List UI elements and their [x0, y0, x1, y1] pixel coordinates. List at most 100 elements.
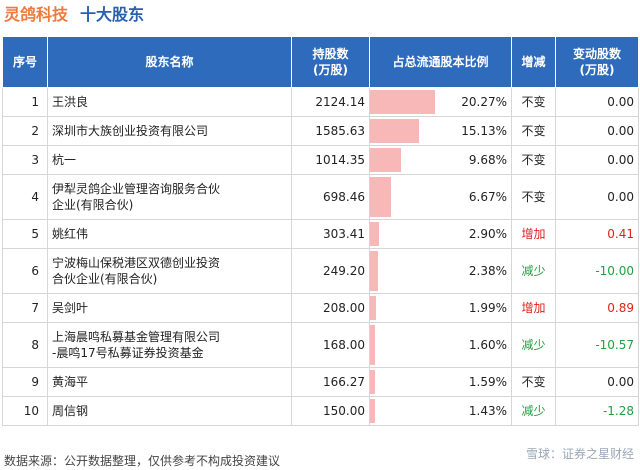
brand-watermark: 雪球：证券之星财经 — [525, 447, 634, 461]
ratio-value: 1.99% — [468, 301, 507, 315]
data-source-note: 数据来源：公开数据整理，仅供参考不构成投资建议 — [4, 454, 281, 468]
ratio-cell: 9.68% — [369, 145, 512, 175]
shareholder-name-cell: 上海晨鸣私募基金管理有限公司 -晨鸣17号私募证券投资基金 — [47, 322, 292, 368]
company-name: 灵鸽科技 — [4, 5, 69, 24]
change-status: 不变 — [511, 367, 556, 397]
ratio-cell: 1.59% — [369, 367, 512, 397]
ratio-value: 15.13% — [461, 124, 507, 138]
shareholder-name-cell: 伊犁灵鸽企业管理咨询服务合伙 企业(有限合伙) — [47, 174, 292, 220]
table-row: 10 周信钢 150.00 1.43% 减少 -1.28 — [2, 396, 639, 426]
header-change-shares: 变动股数 (万股) — [555, 36, 639, 88]
change-shares: -10.57 — [555, 322, 639, 368]
shareholder-name-cell: 姚红伟 — [47, 219, 292, 249]
top-shareholders-table: 序号 股东名称 持股数 (万股) 占总流通股本比例 增减 变动股数 (万股) 1 王洪… — [2, 36, 639, 426]
table-row: 1 王洪良 2124.14 20.27% 不变 0.00 — [2, 87, 639, 117]
shareholder-name-cell: 吴剑叶 — [47, 293, 292, 323]
shareholder-name: 黄海平 — [52, 375, 89, 389]
ratio-value: 9.68% — [468, 153, 507, 167]
shareholder-name-line2: 合伙企业(有限合伙) — [52, 272, 158, 286]
change-shares: 0.00 — [555, 174, 639, 220]
shareholder-name: 吴剑叶 — [52, 301, 89, 315]
ratio-bar — [370, 370, 376, 394]
ratio-value: 6.67% — [468, 190, 507, 204]
row-seq: 9 — [2, 367, 48, 397]
title-subject: 十大股东 — [80, 5, 145, 24]
change-shares: 0.00 — [555, 116, 639, 146]
ratio-value: 1.43% — [468, 404, 507, 418]
ratio-value: 2.90% — [468, 227, 507, 241]
shareholder-name-line2: -晨鸣17号私募证券投资基金 — [52, 346, 204, 360]
table-row: 2 深圳市大族创业投资有限公司 1585.63 15.13% 不变 0.00 — [2, 116, 639, 146]
table-row: 6 宁波梅山保税港区双德创业投资 合伙企业(有限合伙) 249.20 2.38% 减少 -1… — [2, 248, 639, 294]
ratio-bar — [370, 296, 377, 320]
change-shares: 0.00 — [555, 87, 639, 117]
change-status: 减少 — [511, 248, 556, 294]
shareholder-name-cell: 王洪良 — [47, 87, 292, 117]
change-status: 增加 — [511, 219, 556, 249]
ratio-value: 1.59% — [468, 375, 507, 389]
change-shares: -1.28 — [555, 396, 639, 426]
row-seq: 5 — [2, 219, 48, 249]
shareholder-name: 深圳市大族创业投资有限公司 — [52, 124, 209, 138]
row-seq: 1 — [2, 87, 48, 117]
shareholder-name-cell: 杭一 — [47, 145, 292, 175]
table-row: 7 吴剑叶 208.00 1.99% 增加 0.89 — [2, 293, 639, 323]
table-row: 4 伊犁灵鸽企业管理咨询服务合伙 企业(有限合伙) 698.46 6.67% 不变 0.00 — [2, 174, 639, 220]
shareholder-name: 王洪良 — [52, 95, 89, 109]
header-change-shares-line2: (万股) — [579, 63, 615, 77]
shareholder-name-line1: 上海晨鸣私募基金管理有限公司 — [52, 330, 221, 344]
shareholder-name-line1: 伊犁灵鸽企业管理咨询服务合伙 — [52, 182, 221, 196]
shares-held: 168.00 — [291, 322, 370, 368]
table-row: 3 杭一 1014.35 9.68% 不变 0.00 — [2, 145, 639, 175]
shareholder-name: 周信钢 — [52, 404, 89, 418]
shares-held: 698.46 — [291, 174, 370, 220]
shares-held: 1014.35 — [291, 145, 370, 175]
shareholder-name-cell: 深圳市大族创业投资有限公司 — [47, 116, 292, 146]
shares-held: 303.41 — [291, 219, 370, 249]
header-ratio: 占总流通股本比例 — [369, 36, 512, 88]
change-status: 不变 — [511, 87, 556, 117]
change-shares: 0.00 — [555, 367, 639, 397]
ratio-bar — [370, 148, 402, 172]
ratio-bar — [370, 119, 419, 143]
change-status: 不变 — [511, 145, 556, 175]
shares-held: 166.27 — [291, 367, 370, 397]
table-row: 9 黄海平 166.27 1.59% 不变 0.00 — [2, 367, 639, 397]
ratio-cell: 15.13% — [369, 116, 512, 146]
shares-held: 150.00 — [291, 396, 370, 426]
ratio-cell: 1.99% — [369, 293, 512, 323]
ratio-cell: 20.27% — [369, 87, 512, 117]
shareholder-name: 姚红伟 — [52, 227, 89, 241]
header-shares-line2: (万股) — [313, 63, 348, 77]
page-title: 灵鸽科技 十大股东 — [4, 2, 144, 28]
header-shares: 持股数 (万股) — [291, 36, 370, 88]
header-name: 股东名称 — [47, 36, 292, 88]
shares-held: 208.00 — [291, 293, 370, 323]
ratio-value: 1.60% — [468, 338, 507, 352]
ratio-bar — [370, 222, 380, 246]
row-seq: 10 — [2, 396, 48, 426]
change-status: 不变 — [511, 174, 556, 220]
row-seq: 6 — [2, 248, 48, 294]
shares-held: 249.20 — [291, 248, 370, 294]
shareholder-name-cell: 周信钢 — [47, 396, 292, 426]
change-shares: 0.89 — [555, 293, 639, 323]
shareholder-name-line1: 宁波梅山保税港区双德创业投资 — [52, 256, 221, 270]
change-status: 减少 — [511, 396, 556, 426]
change-status: 增加 — [511, 293, 556, 323]
ratio-cell: 1.43% — [369, 396, 512, 426]
shares-held: 1585.63 — [291, 116, 370, 146]
row-seq: 4 — [2, 174, 48, 220]
row-seq: 3 — [2, 145, 48, 175]
change-status: 不变 — [511, 116, 556, 146]
shareholder-name-cell: 黄海平 — [47, 367, 292, 397]
ratio-bar — [370, 177, 392, 217]
ratio-cell: 6.67% — [369, 174, 512, 220]
ratio-cell: 2.38% — [369, 248, 512, 294]
ratio-cell: 2.90% — [369, 219, 512, 249]
shareholder-name-line2: 企业(有限合伙) — [52, 198, 134, 212]
row-seq: 7 — [2, 293, 48, 323]
change-status: 减少 — [511, 322, 556, 368]
change-shares: 0.00 — [555, 145, 639, 175]
table-row: 8 上海晨鸣私募基金管理有限公司 -晨鸣17号私募证券投资基金 168.00 1.60%… — [2, 322, 639, 368]
